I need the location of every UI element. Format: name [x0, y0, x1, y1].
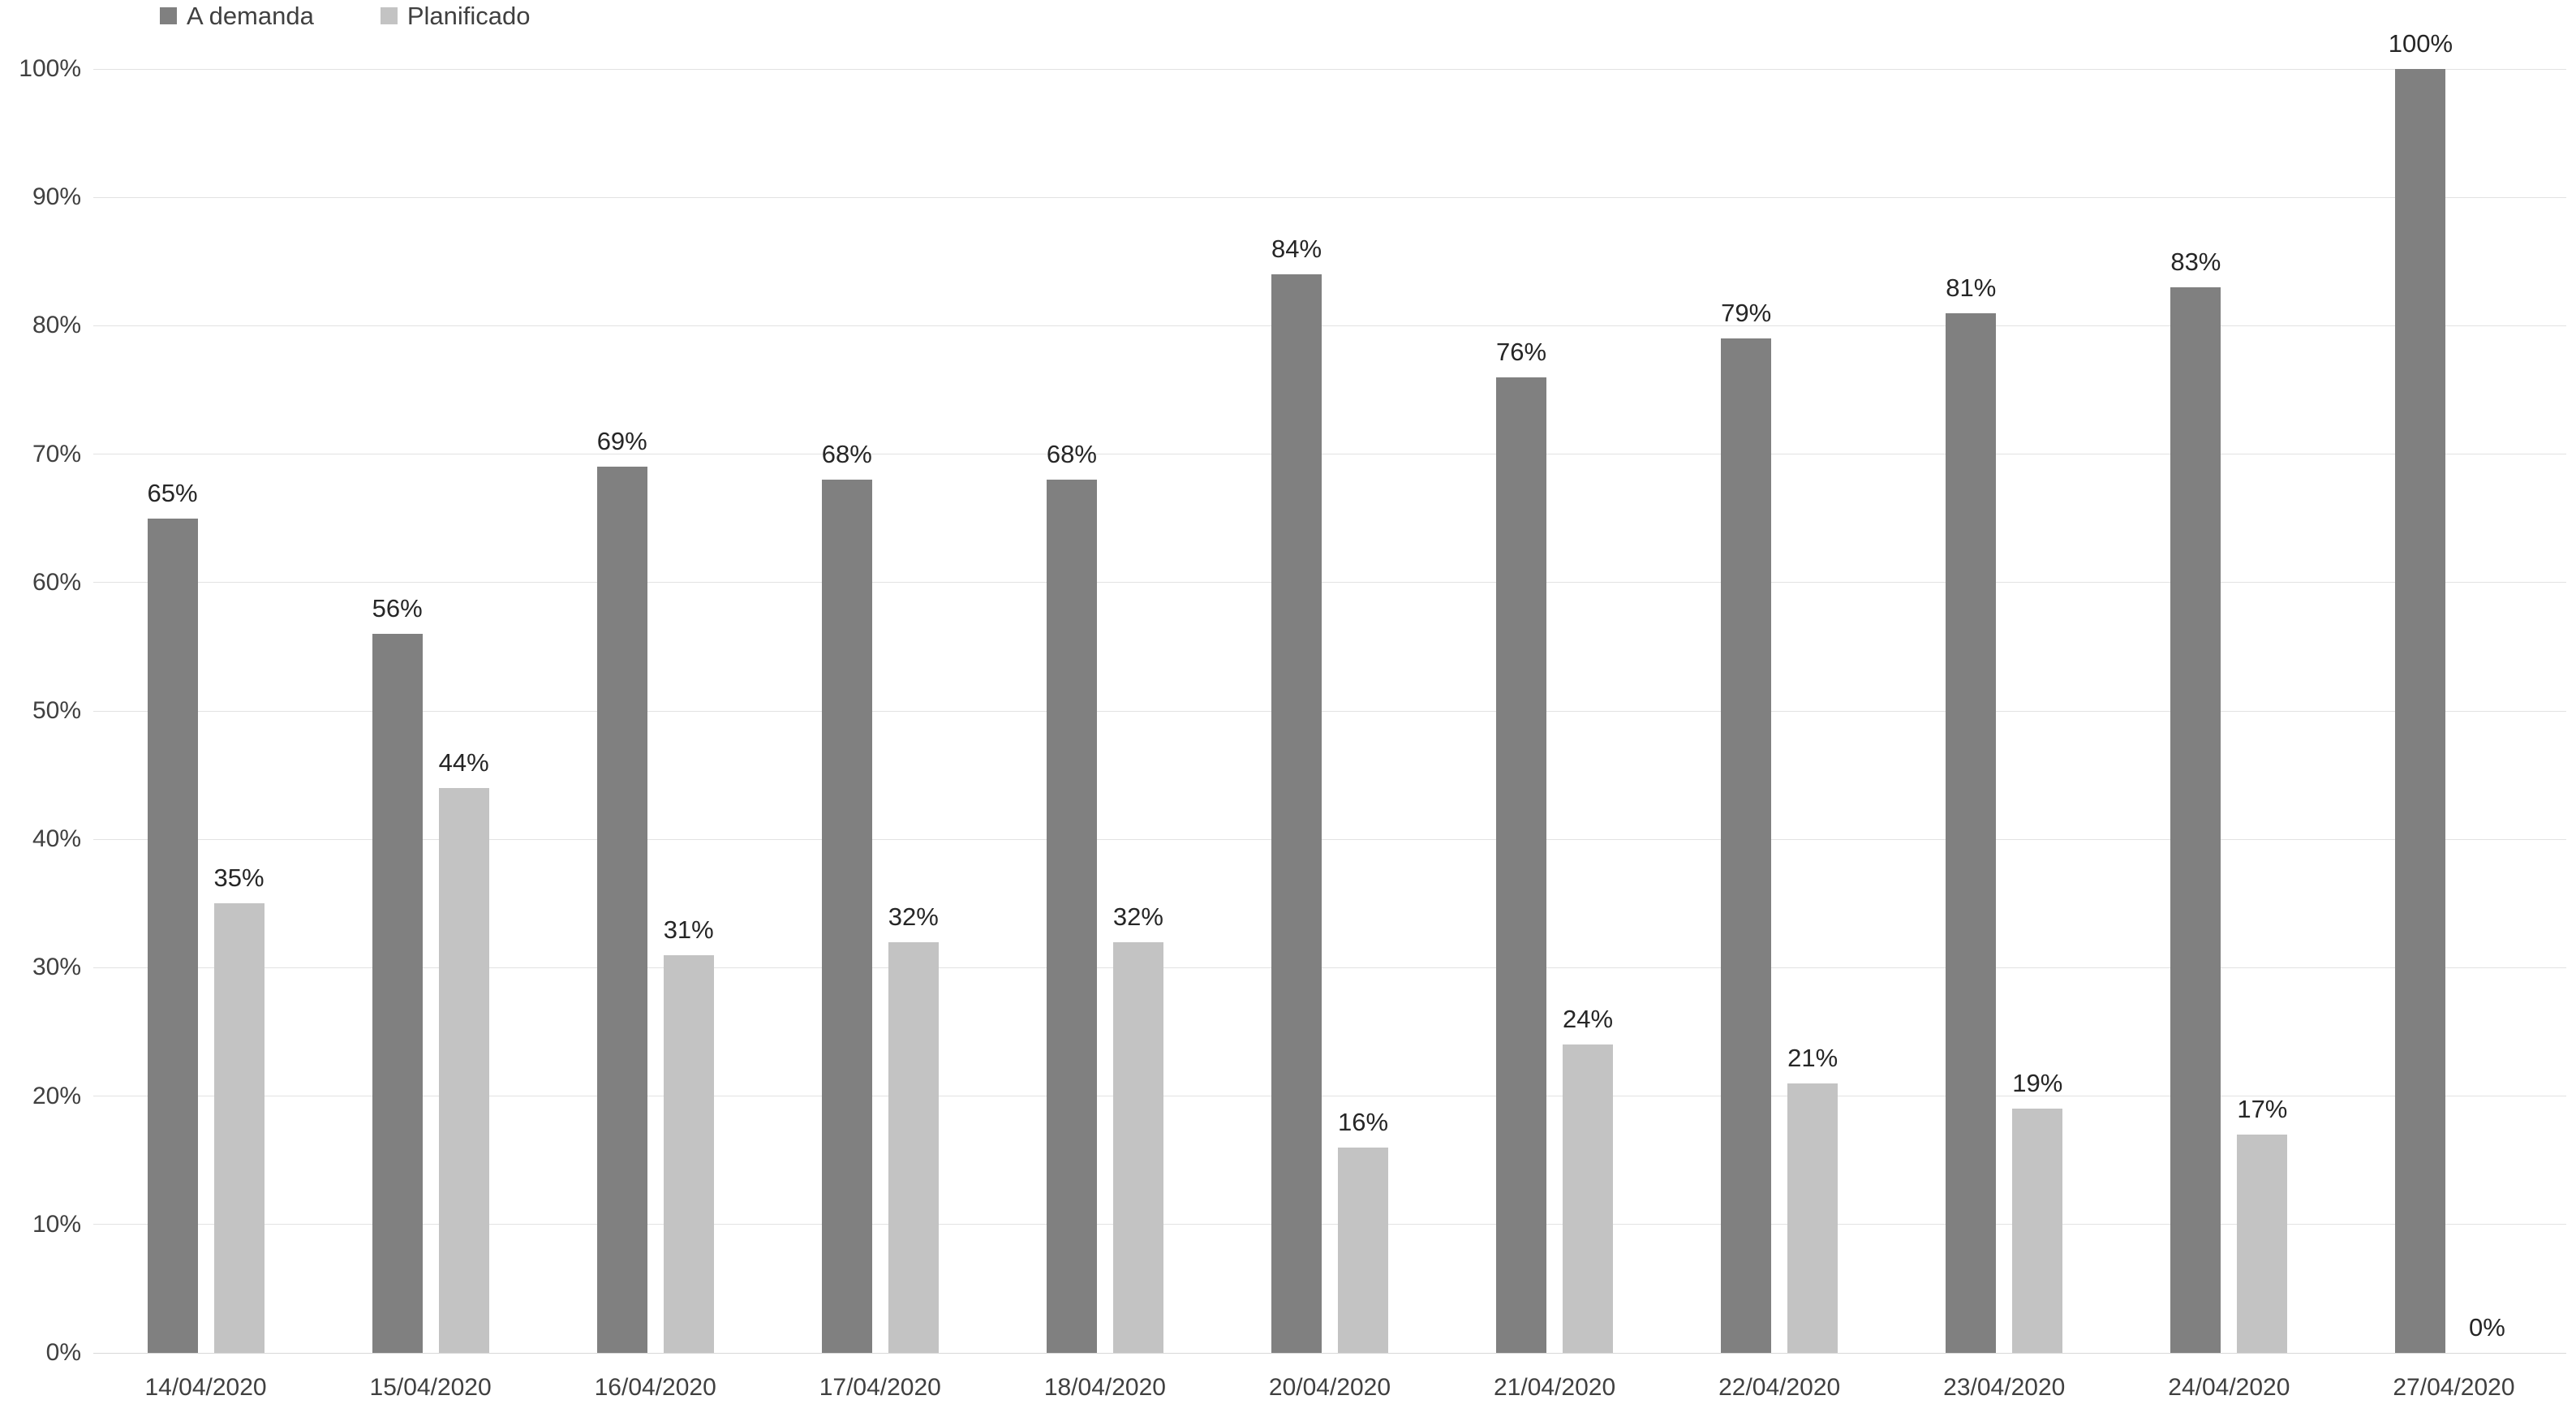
- bar-planificado: [1563, 1044, 1614, 1353]
- bar-value-label: 56%: [372, 594, 423, 623]
- bar-a-demanda: [372, 634, 423, 1353]
- y-axis-tick-label: 30%: [32, 954, 81, 981]
- y-axis-tick-label: 100%: [19, 55, 81, 82]
- x-axis-category-label: 16/04/2020: [594, 1374, 716, 1401]
- bar-value-label: 83%: [2170, 247, 2221, 276]
- bar-value-label: 16%: [1337, 1107, 1389, 1136]
- bar-a-demanda: [1946, 312, 1997, 1353]
- bar-planificado: [2012, 1109, 2063, 1353]
- bar-value-label: 32%: [1112, 902, 1163, 931]
- y-axis-tick-label: 10%: [32, 1210, 81, 1238]
- legend-label-planificado: Planificado: [406, 2, 531, 30]
- bar-value-label: 68%: [1046, 440, 1097, 469]
- gridline: [93, 967, 2566, 968]
- bar-planificado: [663, 954, 714, 1353]
- bar-value-label: 0%: [2469, 1313, 2505, 1342]
- bar-value-label: 65%: [147, 478, 198, 507]
- legend-item-planificado: Planificado: [380, 2, 531, 30]
- legend-swatch-planificado-icon: [380, 7, 398, 24]
- bar-a-demanda: [2170, 286, 2221, 1353]
- bar-value-label: 17%: [2237, 1095, 2288, 1124]
- bar-a-demanda: [1496, 377, 1547, 1353]
- bar-value-label: 79%: [1721, 299, 1772, 328]
- x-axis-category-label: 20/04/2020: [1268, 1374, 1391, 1401]
- bar-value-label: 31%: [663, 915, 714, 944]
- bar-planificado: [1338, 1147, 1388, 1353]
- x-axis-category-label: 23/04/2020: [1943, 1374, 2066, 1401]
- bar-value-label: 76%: [1496, 337, 1547, 366]
- gridline: [93, 325, 2566, 326]
- bar-planificado: [1787, 1083, 1838, 1353]
- gridline: [93, 1224, 2566, 1225]
- y-axis-tick-label: 20%: [32, 1082, 81, 1109]
- bar-value-label: 68%: [821, 440, 872, 469]
- bar-a-demanda: [821, 480, 872, 1353]
- gridline: [93, 68, 2566, 70]
- bar-planificado: [2237, 1135, 2288, 1353]
- bar-planificado: [213, 903, 264, 1353]
- y-axis-tick-label: 80%: [32, 312, 81, 339]
- bar-planificado: [1112, 941, 1163, 1353]
- y-axis-tick-label: 70%: [32, 440, 81, 467]
- chart-legend: A demanda Planificado: [160, 3, 531, 28]
- y-axis-tick-label: 0%: [45, 1339, 81, 1366]
- bar-value-label: 81%: [1946, 273, 1997, 302]
- x-axis-category-label: 14/04/2020: [144, 1374, 267, 1401]
- bar-a-demanda: [1271, 274, 1322, 1353]
- gridline: [93, 582, 2566, 584]
- y-axis-tick-label: 60%: [32, 568, 81, 596]
- x-axis-category-label: 18/04/2020: [1043, 1374, 1166, 1401]
- bar-value-label: 44%: [438, 747, 489, 777]
- bar-a-demanda: [1721, 338, 1772, 1353]
- x-axis-category-label: 21/04/2020: [1493, 1374, 1616, 1401]
- y-axis-tick-label: 50%: [32, 697, 81, 724]
- gridline: [93, 838, 2566, 840]
- x-axis-category-label: 22/04/2020: [1718, 1374, 1841, 1401]
- gridline: [93, 196, 2566, 198]
- legend-swatch-a-demanda-icon: [160, 7, 177, 24]
- bar-value-label: 69%: [596, 427, 647, 456]
- x-axis-category-label: 17/04/2020: [819, 1374, 941, 1401]
- bar-planificado: [888, 941, 939, 1353]
- y-axis-tick-label: 40%: [32, 825, 81, 853]
- bar-value-label: 32%: [888, 902, 939, 931]
- bar-a-demanda: [596, 467, 647, 1353]
- bar-value-label: 24%: [1563, 1005, 1614, 1034]
- gridline: [93, 1352, 2566, 1354]
- x-axis-category-label: 24/04/2020: [2168, 1374, 2290, 1401]
- legend-item-a-demanda: A demanda: [160, 3, 314, 28]
- bar-value-label: 21%: [1787, 1043, 1838, 1072]
- x-axis-category-label: 15/04/2020: [369, 1374, 492, 1401]
- bar-value-label: 100%: [2388, 29, 2453, 58]
- bar-a-demanda: [2395, 69, 2446, 1353]
- bar-planificado: [438, 787, 489, 1353]
- bar-value-label: 35%: [213, 864, 264, 893]
- x-axis-category-label: 27/04/2020: [2393, 1374, 2515, 1401]
- bar-value-label: 84%: [1271, 235, 1322, 264]
- bar-a-demanda: [147, 518, 198, 1353]
- gridline: [93, 710, 2566, 712]
- bar-a-demanda: [1046, 480, 1097, 1353]
- legend-label-a-demanda: A demanda: [187, 2, 314, 30]
- bar-value-label: 19%: [2012, 1069, 2063, 1098]
- y-axis-tick-label: 90%: [32, 183, 81, 211]
